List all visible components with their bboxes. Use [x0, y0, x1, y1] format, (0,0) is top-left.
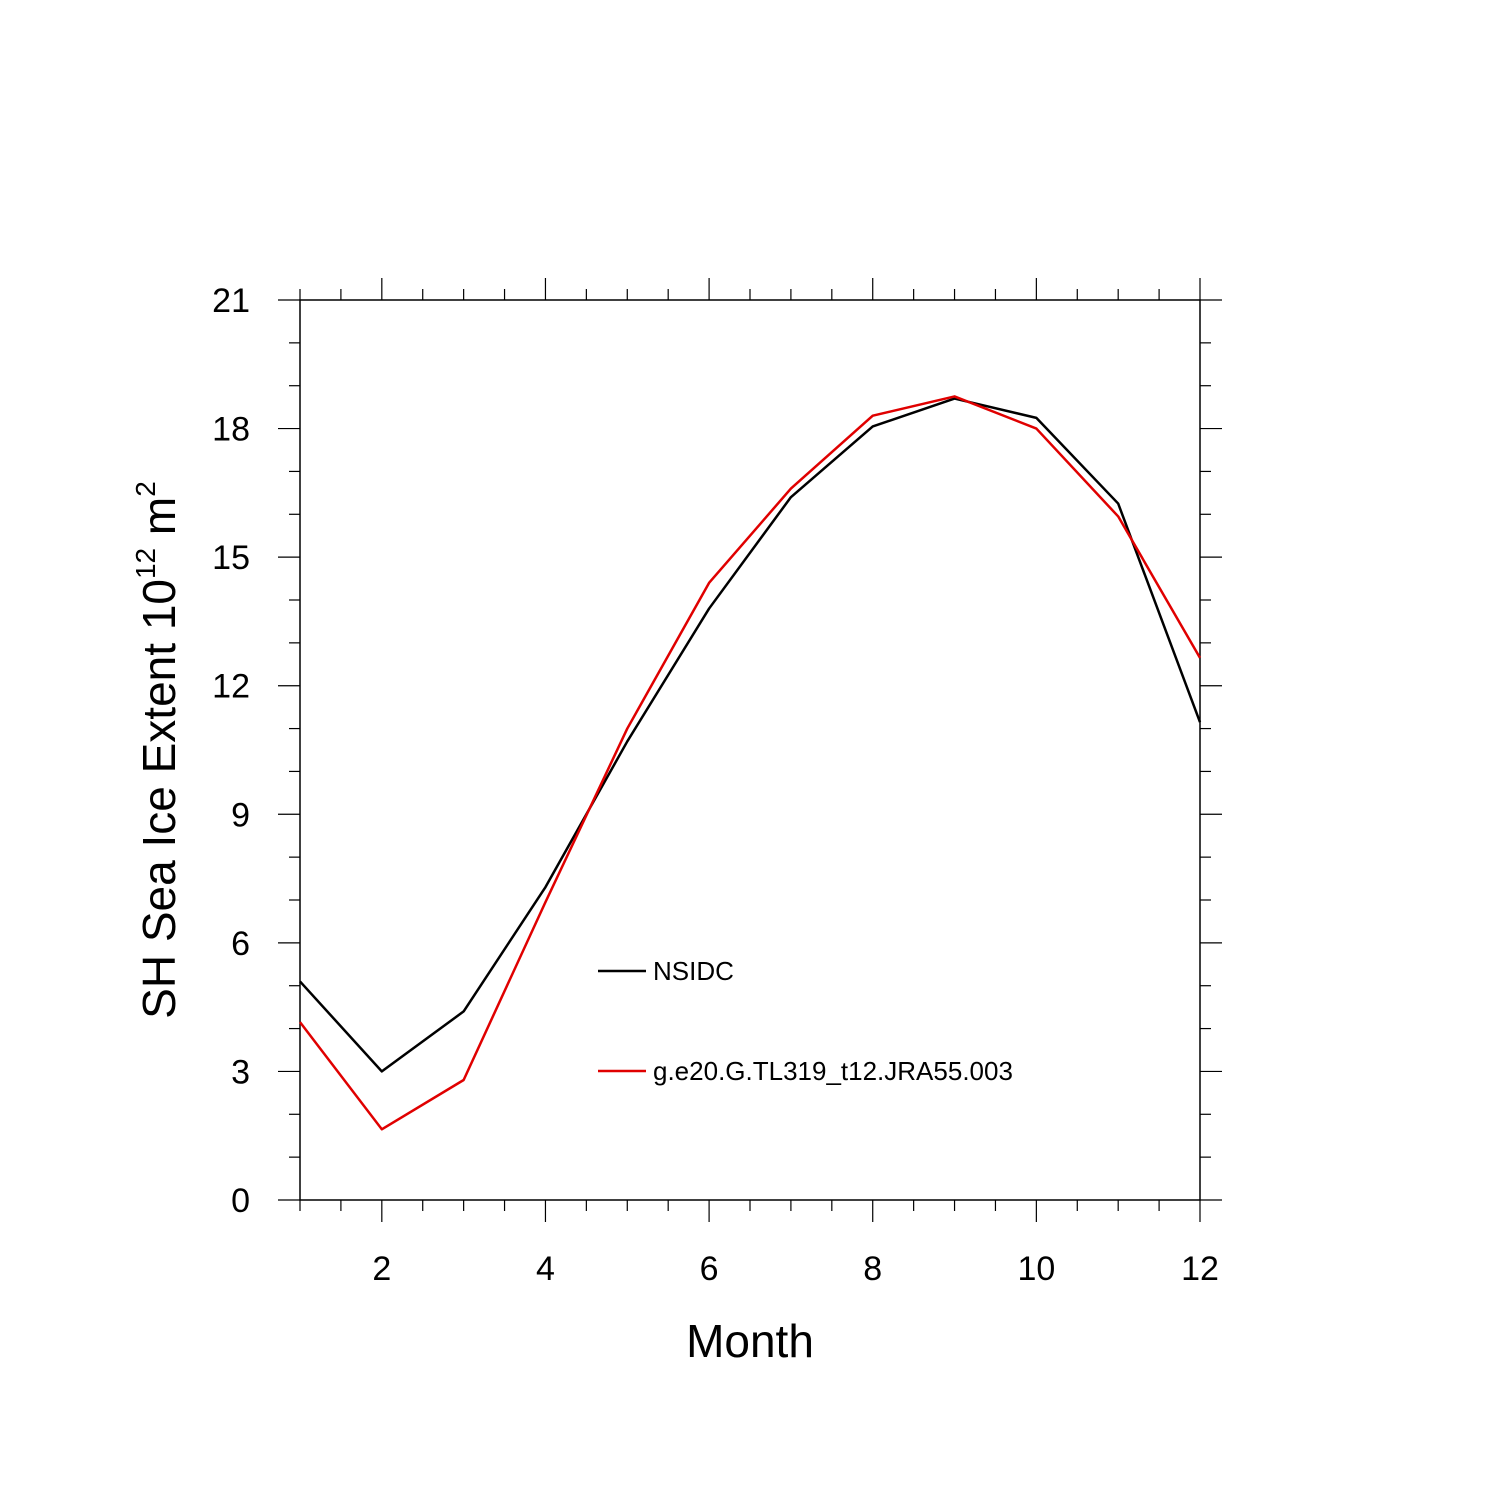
axis-ticks [278, 278, 1222, 1222]
x-tick-label: 4 [536, 1250, 555, 1288]
y-axis-title-main: SH Sea Ice Extent 10 [133, 579, 185, 1019]
y-axis-title: SH Sea Ice Extent 1012 m2 [130, 481, 185, 1019]
y-tick-label: 21 [212, 282, 250, 320]
y-tick-label: 6 [231, 925, 250, 963]
legend: NSIDC g.e20.G.TL319_t12.JRA55.003 [598, 956, 1013, 1086]
series-line-nsidc [299, 397, 1202, 1073]
x-tick-label: 12 [1181, 1250, 1219, 1288]
axis-tick-labels: 2 4 6 8 10 12 0 3 6 9 12 15 18 21 [212, 282, 1219, 1288]
y-axis-title-unit: m [133, 497, 185, 548]
y-axis-title-exponent: 12 [130, 548, 161, 579]
y-tick-label: 12 [212, 668, 250, 706]
x-tick-label: 2 [372, 1250, 391, 1288]
y-tick-label: 0 [231, 1182, 250, 1220]
y-axis-title-unit-exponent: 2 [130, 481, 161, 497]
x-tick-label: 6 [700, 1250, 719, 1288]
x-tick-label: 10 [1017, 1250, 1055, 1288]
y-tick-label: 18 [212, 411, 250, 449]
series-line-model [299, 395, 1202, 1131]
y-tick-label: 9 [231, 796, 250, 834]
x-axis-title: Month [686, 1315, 814, 1367]
y-tick-label: 15 [212, 539, 250, 577]
legend-label: g.e20.G.TL319_t12.JRA55.003 [653, 1056, 1013, 1086]
legend-label: NSIDC [653, 956, 734, 986]
y-tick-label: 3 [231, 1053, 250, 1091]
series-lines [299, 395, 1202, 1131]
x-tick-label: 8 [863, 1250, 882, 1288]
